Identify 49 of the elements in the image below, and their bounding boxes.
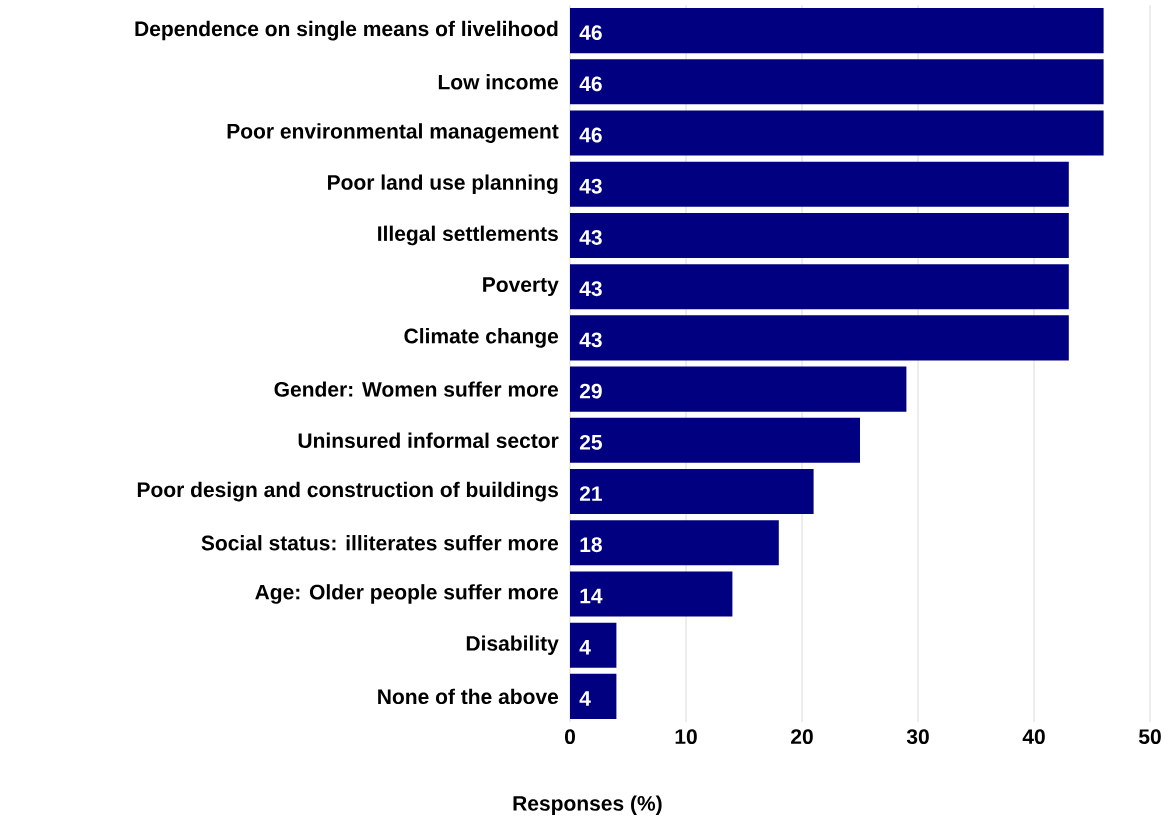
data-label: 46 bbox=[579, 76, 602, 92]
bar bbox=[570, 110, 1104, 156]
x-axis-title: Responses (%) bbox=[513, 795, 662, 815]
x-tick-label: 10 bbox=[675, 729, 697, 745]
bar bbox=[570, 417, 860, 463]
data-label: 43 bbox=[579, 230, 602, 245]
bar bbox=[570, 366, 907, 412]
data-label: 21 bbox=[579, 486, 602, 501]
bar bbox=[570, 622, 617, 668]
data-label: 43 bbox=[579, 281, 602, 297]
bar bbox=[570, 212, 1069, 258]
y-tick-label: Low income bbox=[438, 74, 559, 90]
bar bbox=[570, 469, 814, 515]
x-tick-label: 50 bbox=[1138, 729, 1161, 745]
y-tick-label: Illegal settlements bbox=[378, 225, 558, 246]
bar bbox=[570, 59, 1104, 105]
y-tick-label: Age: Older people suffer more bbox=[255, 584, 559, 604]
data-label: 46 bbox=[579, 25, 602, 41]
y-tick-label: Disability bbox=[466, 635, 559, 655]
data-label: 25 bbox=[579, 434, 602, 450]
y-tick-label: Social status: illiterates suffer more bbox=[201, 535, 559, 551]
y-tick-label: None of the above bbox=[378, 688, 559, 705]
x-tick-label: 40 bbox=[1022, 729, 1045, 745]
bar bbox=[570, 673, 617, 719]
y-tick-label: Poor land use planning bbox=[328, 174, 558, 195]
x-tick-label: 20 bbox=[791, 729, 813, 745]
y-tick-label: Dependence on single means of livelihood bbox=[135, 20, 558, 41]
y-tick-label: Poverty bbox=[483, 277, 559, 297]
data-label: 43 bbox=[579, 178, 602, 194]
data-label: 46 bbox=[579, 127, 602, 143]
x-tick-label: 0 bbox=[564, 729, 575, 745]
y-tick-label: Poor design and construction of buildings bbox=[137, 481, 558, 502]
data-label: 18 bbox=[580, 537, 602, 553]
data-label: 4 bbox=[579, 639, 591, 655]
bar bbox=[570, 161, 1069, 207]
y-tick-label: Climate change bbox=[404, 328, 559, 348]
bar bbox=[570, 264, 1069, 310]
y-tick-label: Gender: Women suffer more bbox=[274, 381, 559, 397]
y-tick-label: Poor environmental management bbox=[227, 123, 559, 143]
bar bbox=[570, 8, 1104, 54]
bar bbox=[570, 315, 1069, 361]
data-label: 4 bbox=[579, 691, 591, 706]
x-tick-label: 30 bbox=[906, 729, 929, 745]
data-label: 14 bbox=[580, 588, 603, 604]
bar bbox=[570, 520, 779, 566]
data-label: 43 bbox=[579, 332, 602, 348]
bar bbox=[570, 571, 733, 617]
data-label: 29 bbox=[579, 383, 602, 399]
y-tick-label: Uninsured informal sector bbox=[298, 432, 559, 449]
